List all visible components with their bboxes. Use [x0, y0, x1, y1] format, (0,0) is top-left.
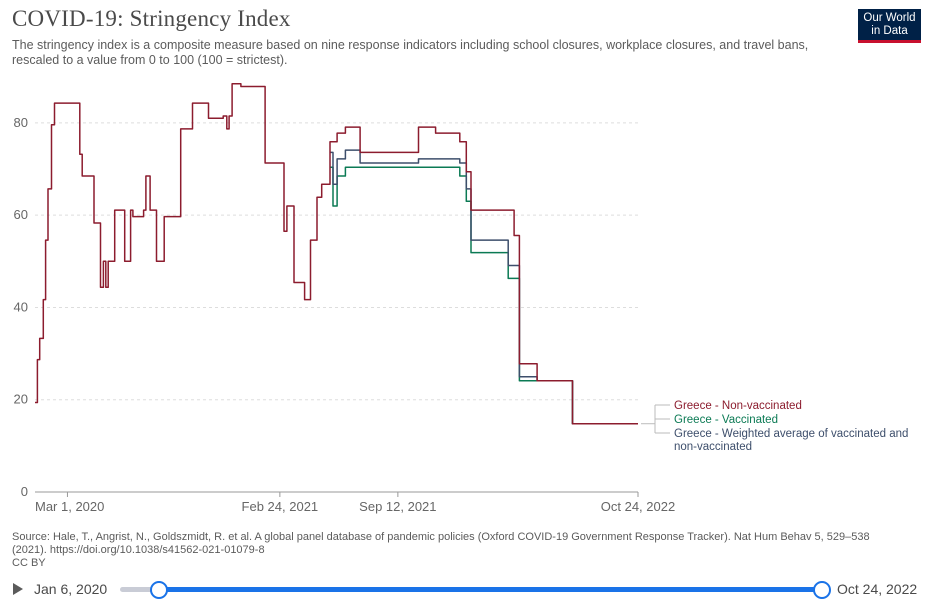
legend-layer: Greece - Non-vaccinated Greece - Vaccinat… — [641, 400, 908, 453]
timeline-controls: Jan 6, 2020 Oct 24, 2022 — [0, 572, 934, 606]
legend-label-weighted: Greece - Weighted average of vaccinated … — [674, 428, 908, 453]
y-tick-label: 0 — [21, 484, 28, 499]
source-note: Source: Hale, T., Angrist, N., Goldszmid… — [12, 531, 892, 570]
play-icon[interactable] — [13, 583, 23, 595]
logo-accent-bar — [858, 40, 921, 43]
y-tick-label: 20 — [14, 392, 28, 407]
chart-title: COVID-19: Stringency Index — [12, 6, 291, 31]
timeline-end-label: Oct 24, 2022 — [837, 581, 918, 597]
x-tick-label: Sep 12, 2021 — [359, 499, 436, 514]
series-line-non-vaccinated — [35, 82, 638, 425]
series-layer — [35, 82, 638, 425]
x-tick-label: Mar 1, 2020 — [35, 499, 104, 514]
timeline-end-handle[interactable] — [813, 581, 831, 599]
legend-label-line: Greece - Weighted average of vaccinated … — [674, 428, 908, 440]
legend-label-non-vaccinated: Greece - Non-vaccinated — [674, 400, 802, 412]
line-chart: 0 20 40 60 80 Mar 1, 2020 Feb 24, 2021 Sep 12, … — [14, 82, 908, 514]
x-tick-label: Feb 24, 2021 — [242, 499, 319, 514]
series-line-vaccinated — [330, 166, 638, 425]
timeline-start-handle[interactable] — [150, 581, 168, 599]
timeline-track-background[interactable] — [120, 587, 160, 592]
license-label[interactable]: CC BY — [12, 557, 46, 569]
axis-layer: 0 20 40 60 80 Mar 1, 2020 Feb 24, 2021 Sep 12, … — [14, 115, 676, 514]
chart-subtitle: The stringency index is a composite meas… — [12, 38, 809, 67]
x-tick-label: Oct 24, 2022 — [601, 499, 675, 514]
grid-layer — [35, 122, 638, 401]
logo-line-2: in Data — [871, 25, 908, 37]
series-line-weighted — [330, 149, 638, 425]
legend-label-vaccinated: Greece - Vaccinated — [674, 414, 778, 426]
timeline-track-selected[interactable] — [158, 587, 822, 592]
logo-line-1: Our World — [863, 12, 916, 24]
source-citation: Source: Hale, T., Angrist, N., Goldszmid… — [12, 531, 870, 556]
y-tick-label: 40 — [14, 299, 28, 314]
y-tick-label: 80 — [14, 115, 28, 130]
legend-label-line: non-vaccinated — [674, 441, 752, 453]
timeline-start-label: Jan 6, 2020 — [34, 581, 108, 597]
y-tick-label: 60 — [14, 207, 28, 222]
owid-logo[interactable]: Our World in Data — [858, 9, 921, 43]
